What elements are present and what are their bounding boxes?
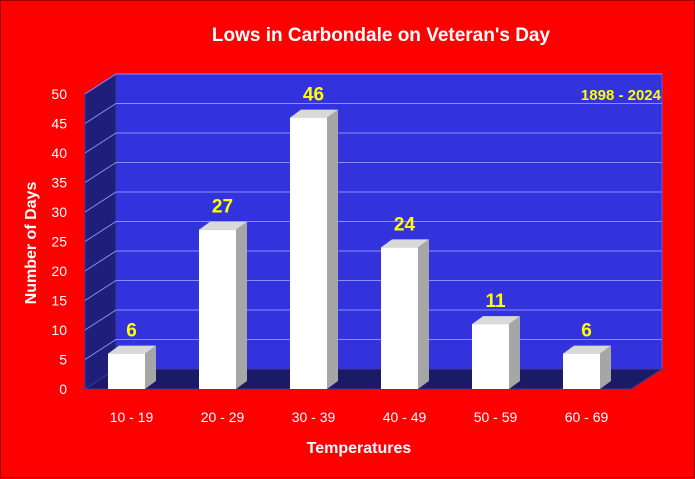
bars <box>108 109 611 389</box>
plot-walls <box>83 73 664 390</box>
bar-top <box>290 109 338 118</box>
bar-top <box>563 345 611 354</box>
data-label: 24 <box>394 214 416 235</box>
bar-side <box>327 109 338 389</box>
gridline <box>84 191 662 213</box>
gridlines <box>84 73 662 360</box>
bar-side <box>600 345 611 389</box>
y-tick-label: 25 <box>51 234 67 250</box>
data-label: 11 <box>485 291 506 312</box>
gridline <box>84 162 662 183</box>
y-tick-label: 50 <box>51 86 67 102</box>
y-tick-label: 40 <box>51 145 67 161</box>
data-label: 46 <box>303 85 324 106</box>
y-tick-label: 35 <box>51 175 67 191</box>
gridline <box>84 73 662 95</box>
bar-top <box>472 316 520 325</box>
x-tick-label: 50 - 59 <box>474 409 518 425</box>
labels: 0 5 10 15 20 25 30 35 40 45 50 6 10 - 19 27 20 - 29 46 3… <box>51 85 608 425</box>
bar-side <box>236 221 247 389</box>
bar-top <box>381 239 429 248</box>
bar-top <box>108 345 156 354</box>
bar <box>290 117 327 389</box>
data-label: 27 <box>212 197 233 218</box>
x-tick-label: 60 - 69 <box>565 409 609 425</box>
x-axis-title: Temperatures <box>307 440 412 457</box>
y-tick-label: 20 <box>51 263 67 279</box>
y-axis-title: Number of Days <box>23 182 40 305</box>
gridline <box>84 221 662 242</box>
gridline <box>84 103 662 124</box>
y-tick-label: 5 <box>59 352 67 368</box>
bar-top <box>199 221 247 230</box>
y-tick-label: 0 <box>59 381 67 397</box>
data-label: 6 <box>581 321 592 342</box>
bar-side <box>509 316 520 389</box>
y-tick-label: 10 <box>51 322 67 338</box>
x-tick-label: 20 - 29 <box>201 409 245 425</box>
x-tick-label: 30 - 39 <box>292 409 336 425</box>
bar-side <box>418 239 429 389</box>
gridline <box>84 250 662 272</box>
x-tick-label: 40 - 49 <box>383 409 427 425</box>
gridline <box>84 309 662 331</box>
x-tick-label: 10 - 19 <box>110 409 154 425</box>
chart-title: Lows in Carbondale on Veteran's Day <box>212 25 551 46</box>
y-tick-label: 30 <box>51 204 67 220</box>
y-tick-label: 15 <box>51 293 67 309</box>
data-label: 6 <box>126 321 137 342</box>
bar <box>199 229 236 389</box>
bar <box>108 353 145 389</box>
bar <box>563 353 600 389</box>
bar <box>381 247 418 389</box>
gridline <box>84 132 662 154</box>
y-tick-label: 45 <box>51 116 67 132</box>
bar-side <box>145 345 156 389</box>
date-range-annotation: 1898 - 2024 <box>581 87 662 104</box>
gridline <box>84 280 662 301</box>
bar <box>472 324 509 389</box>
